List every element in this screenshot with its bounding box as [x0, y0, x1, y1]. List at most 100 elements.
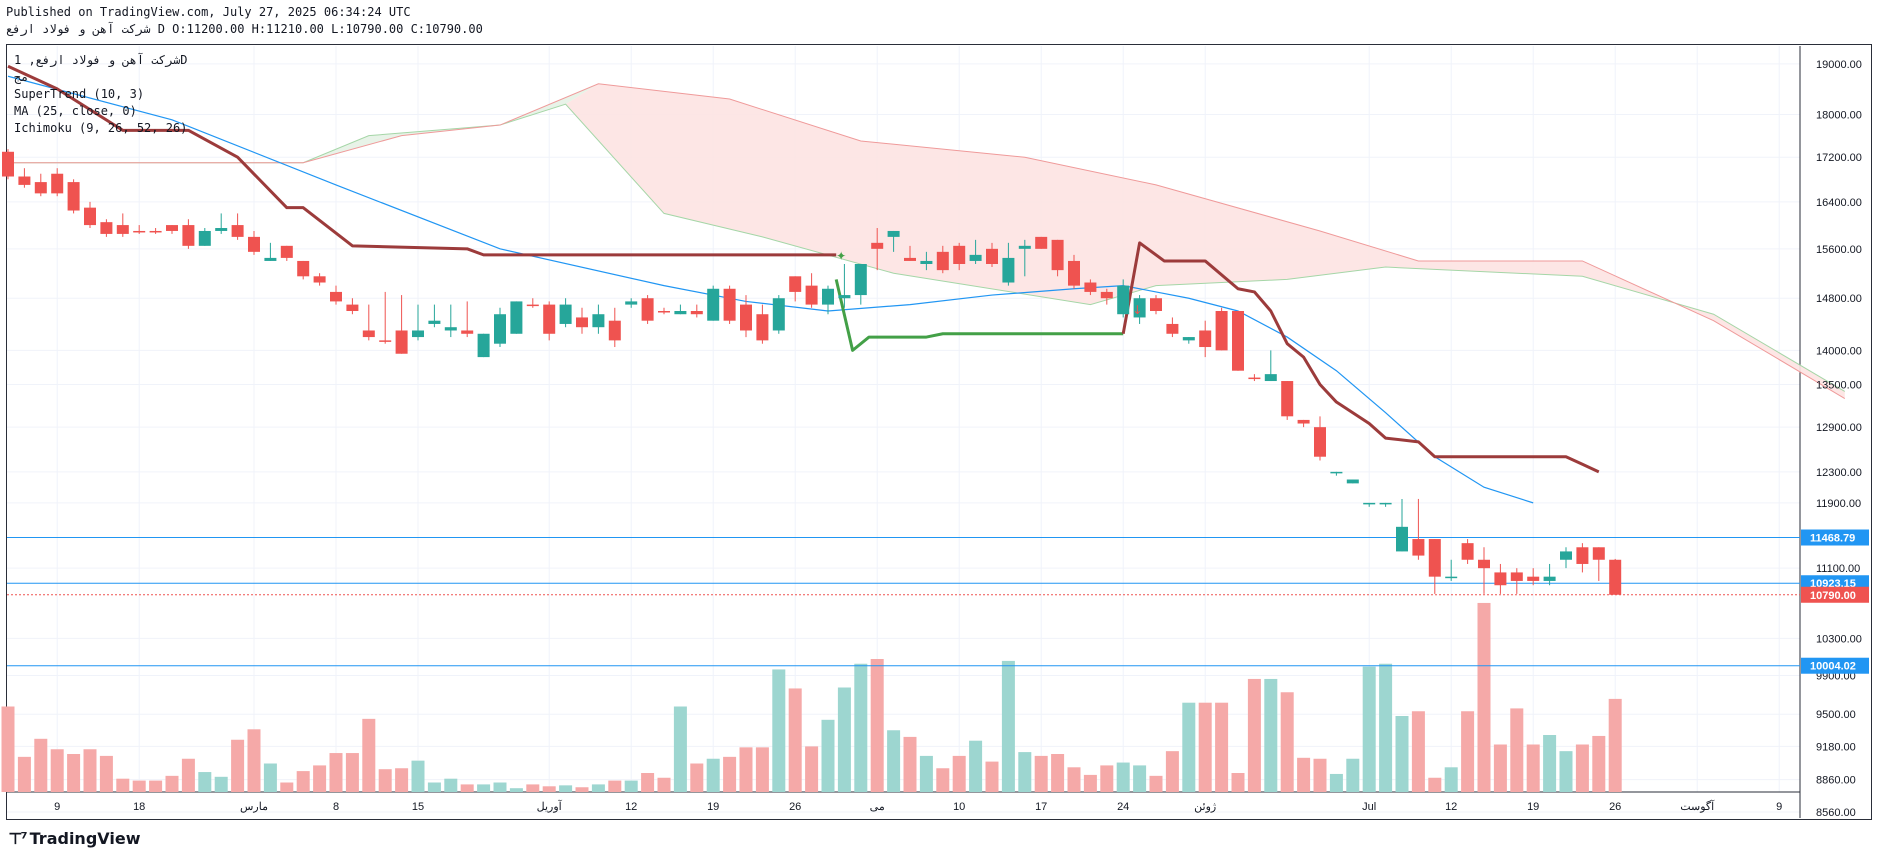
volume-bar: [1133, 765, 1147, 792]
time-tick-label: Jul: [1362, 801, 1376, 813]
volume-bar: [1526, 744, 1540, 792]
candle-body: [2, 151, 14, 177]
candle: [723, 285, 736, 324]
last-price-label: 10790.00: [1810, 590, 1856, 602]
legend-indicator-supertrend[interactable]: SuperTrend (10, 3): [14, 87, 145, 101]
candle: [116, 213, 129, 237]
time-tick-label: 9: [54, 801, 60, 813]
candle-body: [116, 225, 129, 234]
candle: [1560, 547, 1572, 569]
legend-symbol[interactable]: شرکت آهن و فولاد ارفع, 1D: [14, 53, 188, 67]
candle-body: [428, 320, 441, 324]
volume-bar: [985, 761, 999, 792]
volume-bar: [805, 746, 819, 792]
volume-bar: [1001, 660, 1015, 792]
candle: [789, 276, 802, 302]
candle: [740, 295, 752, 338]
candle: [149, 228, 162, 234]
volume-bar: [1543, 735, 1557, 792]
volume-bar: [1329, 773, 1343, 792]
ichimoku-span-b: [8, 83, 1846, 399]
candle-body: [84, 207, 96, 226]
volume-bar: [1477, 602, 1491, 792]
candle: [904, 245, 916, 261]
chart-header: Published on TradingView.com, July 27, 2…: [6, 4, 483, 38]
candle: [1182, 337, 1195, 344]
volume-bar: [641, 773, 655, 792]
volume-bar: [788, 688, 802, 792]
price-tick-label: 8860.00: [1816, 775, 1856, 787]
candle: [51, 168, 64, 197]
chart-legend: شرکت آهن و فولاد ارفع, 1D مج SuperTrend …: [14, 52, 187, 137]
candle: [1478, 547, 1490, 594]
candle: [1100, 288, 1113, 305]
candle-body: [969, 254, 982, 261]
volume-bar: [1444, 767, 1458, 792]
candle: [1543, 563, 1556, 586]
time-tick-label: 10: [953, 801, 965, 813]
price-tick-label: 19000.00: [1816, 59, 1862, 71]
candle: [84, 201, 96, 229]
candle: [838, 263, 851, 308]
candle-body: [477, 333, 490, 358]
legend-indicator-ma[interactable]: MA (25, close, 0): [14, 104, 137, 118]
volume-bar: [919, 755, 933, 792]
candle: [2, 149, 14, 180]
candle: [18, 168, 31, 188]
volume-bar: [83, 749, 97, 792]
candle-body: [346, 304, 359, 312]
candle-body: [838, 295, 851, 299]
candle: [1314, 416, 1326, 461]
supertrend-down-line: [1121, 241, 1600, 474]
candle: [1018, 239, 1031, 277]
time-tick-label: می: [870, 801, 885, 813]
candle-body: [248, 236, 260, 252]
candle: [444, 304, 457, 338]
candle: [182, 219, 195, 249]
candle: [133, 225, 146, 234]
volume-bar: [198, 772, 212, 792]
candle: [690, 304, 703, 318]
candle-body: [1412, 539, 1425, 556]
candle-body: [198, 230, 211, 246]
volume-bars: [1, 602, 1622, 792]
candle: [280, 245, 293, 261]
candles: [2, 149, 1622, 595]
volume-bar: [460, 784, 474, 792]
legend-indicator-ichimoku[interactable]: Ichimoku (9, 26, 52, 26): [14, 121, 188, 135]
volume-bar: [477, 784, 491, 792]
candle-body: [1133, 298, 1146, 318]
candle-body: [1100, 291, 1113, 299]
candle: [330, 285, 342, 305]
candle-body: [559, 304, 572, 324]
candle: [1133, 295, 1146, 324]
candle-body: [51, 173, 64, 194]
volume-bar: [952, 755, 966, 792]
candle-body: [690, 311, 703, 315]
candle: [953, 242, 966, 271]
candle: [936, 245, 949, 274]
candle: [641, 295, 654, 324]
time-tick-label: ژوئن: [1194, 801, 1216, 813]
tradingview-logo[interactable]: ⊤⁷ TradingView: [8, 829, 140, 848]
candle-body: [1018, 245, 1031, 249]
volume-bar: [493, 782, 507, 792]
candle-body: [953, 245, 966, 264]
volume-bar: [1231, 773, 1245, 792]
volume-bar: [1067, 767, 1081, 792]
volume-bar: [936, 768, 950, 792]
candle-body: [264, 257, 277, 261]
candle: [1068, 254, 1080, 289]
volume-bar: [837, 687, 851, 792]
candle: [1379, 502, 1392, 507]
volume-bar: [739, 747, 753, 792]
candle-body: [904, 257, 916, 261]
candle-body: [1609, 559, 1622, 595]
candle-body: [658, 311, 670, 313]
time-tick-label: 19: [1527, 801, 1539, 813]
candle: [576, 307, 588, 334]
time-tick-label: 15: [412, 801, 424, 813]
candle-body: [772, 298, 785, 331]
volume-bar: [1083, 774, 1097, 792]
